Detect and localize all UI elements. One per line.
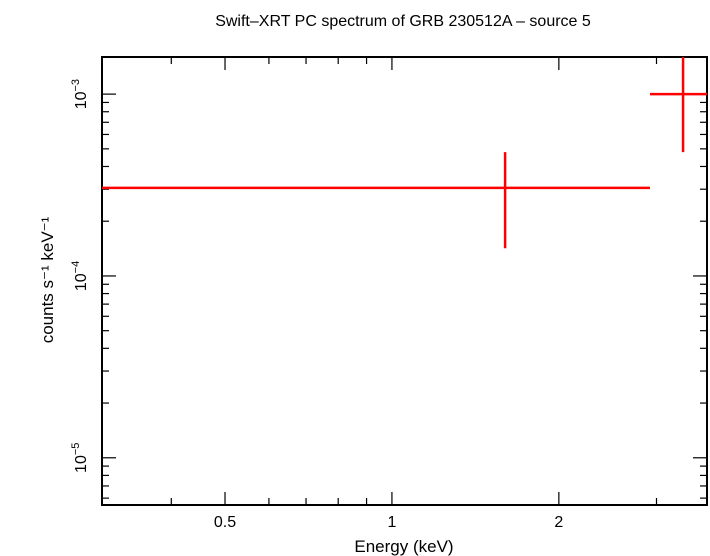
plot-frame: [101, 56, 708, 506]
y-tick-label: 10−3: [70, 79, 90, 109]
x-axis-ticks: 0.5 1 2: [101, 57, 658, 531]
x-tick-label: 1: [387, 514, 396, 531]
y-tick-label: 10−4: [70, 261, 90, 291]
y-axis-label: counts s⁻¹ keV⁻¹: [38, 216, 57, 343]
data-layer: [102, 57, 707, 249]
x-tick-label: 2: [554, 514, 563, 531]
y-axis-ticks: 10−5 10−4 10−3: [70, 79, 707, 499]
y-tick-label: 10−5: [70, 443, 90, 473]
chart-title: Swift–XRT PC spectrum of GRB 230512A – s…: [215, 13, 591, 30]
x-axis-label: Energy (keV): [354, 537, 453, 556]
x-tick-label: 0.5: [214, 514, 236, 531]
